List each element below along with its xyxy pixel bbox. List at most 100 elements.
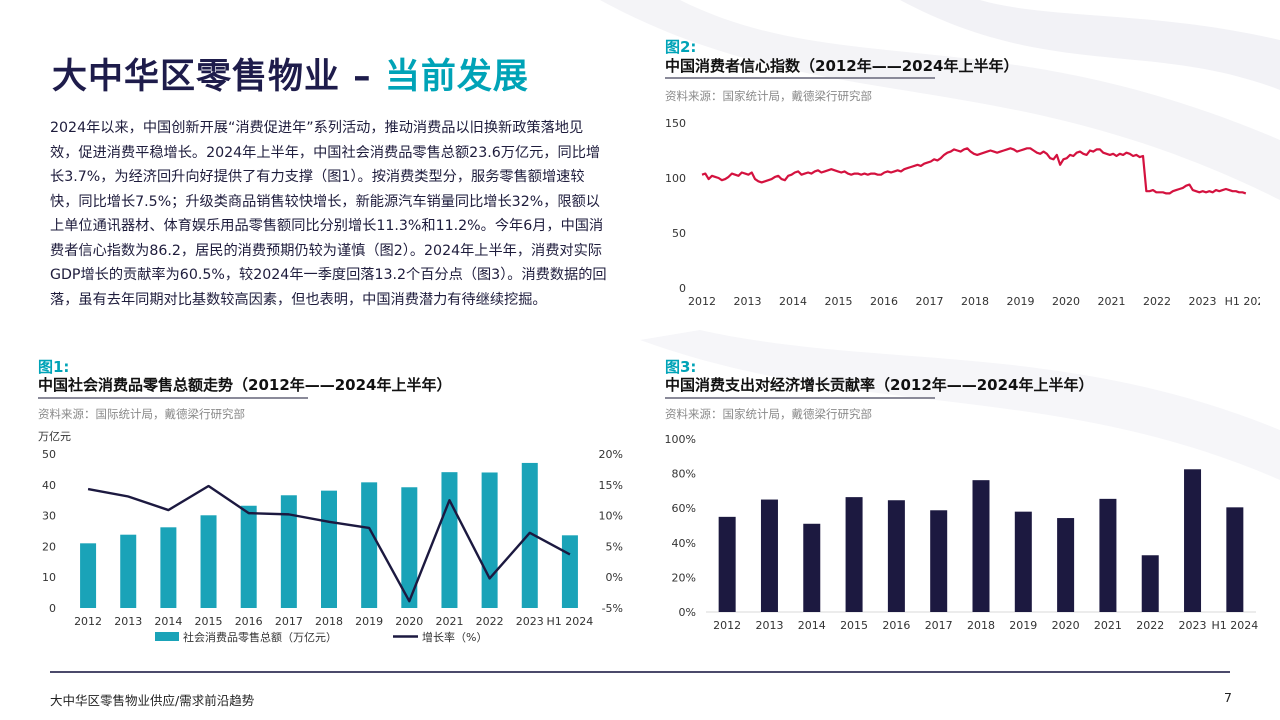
fig1-bar <box>321 490 337 608</box>
fig1-right-tick-label: -5% <box>602 602 623 615</box>
fig1-bar <box>481 472 498 608</box>
fig1-bar <box>280 495 297 608</box>
fig2-x-tick-label: 2014 <box>779 295 807 308</box>
fig3-x-tick-label: 2019 <box>1009 619 1037 632</box>
fig1-bar <box>160 527 177 608</box>
fig1-x-tick-label: 2017 <box>275 615 303 628</box>
fig2-y-tick-label: 100 <box>665 172 686 185</box>
fig2-y-tick-label: 50 <box>672 227 686 240</box>
fig2-x-tick-label: 2019 <box>1007 295 1035 308</box>
fig1-x-tick-label: 2023 <box>516 615 544 628</box>
fig2-y-tick-label: 150 <box>665 117 686 130</box>
body-paragraph: 2024年以来，中国创新开展“消费促进年”系列活动，推动消费品以旧换新政策落地见… <box>50 120 607 308</box>
fig1-title: 中国社会消费品零售总额走势（2012年——2024年上半年） <box>38 376 452 394</box>
fig1-x-tick-label: H1 2024 <box>547 615 594 628</box>
fig1-bar <box>240 505 257 608</box>
fig1-bar <box>401 487 418 608</box>
fig3-title: 中国消费支出对经济增长贡献率（2012年——2024年上半年） <box>665 376 1094 394</box>
fig1-combo-chart: 0 10 20 30 40 50 -5% 0% 5% 10% 15% 20% 2012 2013 2014 2… <box>42 448 623 644</box>
fig1-legend-bar-swatch <box>155 632 179 641</box>
page-title-main: 大中华区零售物业 – <box>52 57 385 97</box>
fig3-label: 图3: <box>665 358 697 376</box>
fig1-x-tick-label: 2012 <box>74 615 102 628</box>
page-number: 7 <box>1224 690 1232 705</box>
fig1-x-tick-label: 2020 <box>395 615 423 628</box>
fig2-title-rule <box>665 77 935 79</box>
fig3-y-tick-label: 20% <box>672 571 696 584</box>
fig1-x-tick-label: 2021 <box>435 615 463 628</box>
fig2-x-tick-label: 2020 <box>1052 295 1080 308</box>
fig1-bar <box>441 472 458 608</box>
fig3-y-tick-label: 60% <box>672 502 696 515</box>
fig3-bar <box>1141 555 1159 612</box>
fig2-x-tick-label: 2016 <box>870 295 898 308</box>
fig1-label: 图1: <box>38 358 70 376</box>
fig1-bar <box>521 462 538 608</box>
fig3-bar <box>930 510 948 612</box>
fig2-line-chart: 0 50 100 150 2012 2013 2014 2015 2016 2017 2018 201… <box>665 117 1260 308</box>
fig3-x-tick-label: 2015 <box>840 619 868 632</box>
footer-rule <box>50 671 1230 673</box>
fig3-y-tick-label: 40% <box>672 537 696 550</box>
fig1-legend-line-label: 增长率（%） <box>422 630 487 644</box>
fig1-x-tick-label: 2015 <box>195 615 223 628</box>
fig1-bar <box>200 515 217 608</box>
page-title-accent: 当前发展 <box>384 57 529 97</box>
fig1-left-tick-label: 30 <box>42 510 56 523</box>
fig1-title-rule <box>38 397 308 399</box>
fig1-left-tick-label: 0 <box>49 602 56 615</box>
fig2-x-tick-label: 2015 <box>825 295 853 308</box>
fig3-x-tick-label: 2022 <box>1136 619 1164 632</box>
fig3-y-tick-label: 80% <box>672 468 696 481</box>
fig1-left-tick-label: 50 <box>42 448 56 461</box>
fig3-x-tick-label: 2016 <box>882 619 910 632</box>
fig1-left-tick-label: 10 <box>42 571 56 584</box>
fig2-y-tick-label: 0 <box>679 282 686 295</box>
fig1-bar <box>561 535 578 608</box>
fig3-bar <box>1099 498 1117 612</box>
fig1-x-tick-label: 2022 <box>476 615 504 628</box>
fig3-y-tick-label: 100% <box>665 433 696 446</box>
footer-title: 大中华区零售物业供应/需求前沿趋势 <box>50 693 255 708</box>
fig1-right-tick-label: 15% <box>599 479 623 492</box>
fig3-x-tick-label: 2023 <box>1179 619 1207 632</box>
fig1-legend-bar-label: 社会消费品零售总额（万亿元） <box>183 630 337 644</box>
fig3-x-tick-label: 2020 <box>1052 619 1080 632</box>
fig3-x-tick-label: 2018 <box>967 619 995 632</box>
fig2-x-tick-label: 2021 <box>1098 295 1126 308</box>
fig1-x-tick-label: 2019 <box>355 615 383 628</box>
fig2-series-line <box>701 147 1247 195</box>
fig3-x-tick-label: 2012 <box>713 619 741 632</box>
fig1-source: 资料来源：国际统计局，戴德梁行研究部 <box>38 407 245 421</box>
fig1-right-tick-label: 20% <box>599 448 623 461</box>
fig2-x-tick-label: H1 2024 <box>1225 295 1260 308</box>
fig3-bar <box>1057 518 1075 612</box>
fig3-bar <box>1226 507 1244 612</box>
fig2-x-tick-label: 2022 <box>1143 295 1171 308</box>
fig3-title-rule <box>665 397 935 399</box>
fig2-x-tick-label: 2013 <box>734 295 762 308</box>
fig1-x-tick-label: 2016 <box>235 615 263 628</box>
fig3-bar-chart: 0% 20% 40% 60% 80% 100% 2012 2013 2014 2015 2016 20… <box>665 433 1259 632</box>
fig2-x-tick-label: 2012 <box>688 295 716 308</box>
fig3-x-tick-label: 2014 <box>798 619 826 632</box>
fig3-x-tick-label: H1 2024 <box>1211 619 1258 632</box>
fig3-source: 资料来源：国家统计局，戴德梁行研究部 <box>665 407 872 421</box>
fig1-bar <box>361 482 378 608</box>
fig3-bar <box>803 523 821 612</box>
fig2-title: 中国消费者信心指数（2012年——2024年上半年） <box>665 57 1019 75</box>
fig1-x-tick-label: 2014 <box>154 615 182 628</box>
fig3-x-tick-label: 2017 <box>925 619 953 632</box>
fig3-bar <box>1184 469 1202 612</box>
fig1-right-tick-label: 5% <box>606 540 623 553</box>
fig2-x-tick-label: 2023 <box>1189 295 1217 308</box>
page-title: 大中华区零售物业 – 当前发展 <box>52 48 529 99</box>
fig1-bar <box>80 543 97 608</box>
fig3-x-tick-label: 2013 <box>755 619 783 632</box>
fig1-unit-label: 万亿元 <box>38 430 71 443</box>
fig2-x-tick-label: 2017 <box>916 295 944 308</box>
fig1-growth-line <box>87 484 571 603</box>
fig2-label: 图2: <box>665 38 697 56</box>
fig3-bar <box>760 499 778 612</box>
